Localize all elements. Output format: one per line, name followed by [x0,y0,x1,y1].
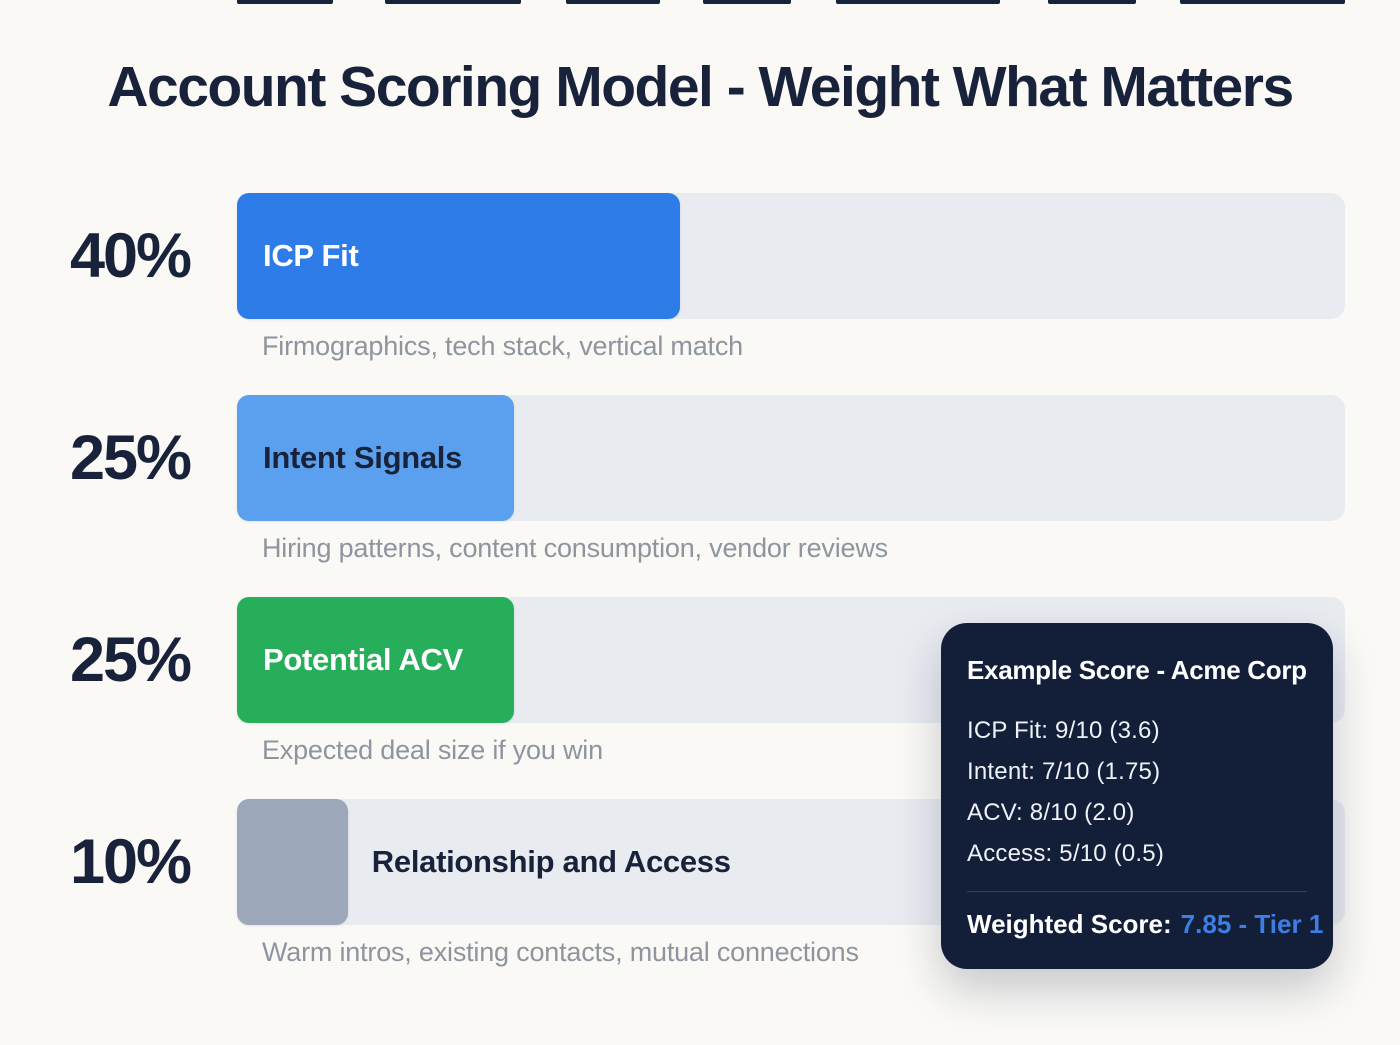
weighted-score-label: Weighted Score: [967,909,1172,939]
top-edge-mark [237,0,333,4]
weight-percent: 25% [69,625,192,695]
bar-fill: Potential ACV [237,597,514,723]
top-edge-mark [703,0,791,4]
weight-row-icp-fit: 40% ICP Fit Firmographics, tech stack, v… [0,193,1400,369]
score-line-access: Access: 5/10 (0.5) [967,840,1165,867]
weight-percent: 40% [69,221,192,291]
bar-label: Intent Signals [263,440,463,475]
example-score-card: Example Score - Acme Corp ICP Fit: 9/10 … [941,623,1333,969]
weight-percent: 10% [69,827,192,897]
score-line-acv: ACV: 8/10 (2.0) [967,799,1135,826]
top-edge-mark [1180,0,1345,4]
bar-fill: Intent Signals [237,395,514,521]
bar-caption: Hiring patterns, content consumption, ve… [262,533,888,563]
weighted-score-value: 7.85 - Tier 1 [1180,909,1324,939]
top-edge-mark [1048,0,1136,4]
page-title: Account Scoring Model - Weight What Matt… [107,55,1294,119]
score-card-title: Example Score - Acme Corp [967,655,1307,685]
weight-percent: 25% [69,423,192,493]
score-line-intent: Intent: 7/10 (1.75) [967,758,1161,785]
score-line-icp-fit: ICP Fit: 9/10 (3.6) [967,717,1160,744]
bar-track: Intent Signals [237,395,1345,521]
bar-caption: Firmographics, tech stack, vertical matc… [262,331,743,361]
top-edge-marks [0,0,1400,4]
weighted-score-row: Weighted Score: 7.85 - Tier 1 [967,909,1323,940]
bar-track: ICP Fit [237,193,1345,319]
bar-fill: ICP Fit [237,193,681,319]
top-edge-mark [836,0,1000,4]
bar-fill [237,799,348,925]
bar-label: ICP Fit [263,238,359,273]
bar-label: Relationship and Access [371,844,731,879]
bar-caption: Warm intros, existing contacts, mutual c… [262,937,859,967]
weight-row-intent-signals: 25% Intent Signals Hiring patterns, cont… [0,395,1400,571]
top-edge-mark [566,0,660,4]
bar-label: Potential ACV [263,642,463,677]
bar-caption: Expected deal size if you win [262,735,603,765]
top-edge-mark [385,0,521,4]
card-divider [967,891,1307,892]
